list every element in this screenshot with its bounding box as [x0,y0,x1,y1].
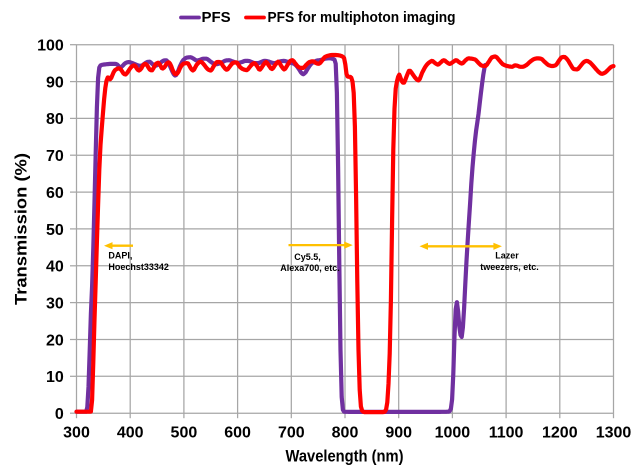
svg-text:1000: 1000 [435,425,471,442]
svg-text:100: 100 [37,38,64,55]
svg-text:40: 40 [46,259,64,276]
svg-text:DAPI,: DAPI, [108,250,132,260]
svg-text:PFS for multiphoton imaging: PFS for multiphoton imaging [268,9,456,26]
svg-text:Hoechst33342: Hoechst33342 [108,262,169,272]
svg-text:70: 70 [46,148,64,165]
svg-text:30: 30 [46,295,64,312]
svg-text:300: 300 [63,425,90,442]
svg-text:500: 500 [171,425,198,442]
svg-text:80: 80 [46,111,64,128]
svg-text:700: 700 [278,425,305,442]
svg-text:20: 20 [46,332,64,349]
svg-text:600: 600 [224,425,251,442]
svg-text:900: 900 [385,425,412,442]
svg-text:Lazer: Lazer [495,251,519,261]
svg-text:90: 90 [46,74,64,91]
svg-text:60: 60 [46,185,64,202]
svg-text:Wavelength (nm): Wavelength (nm) [286,447,404,466]
svg-text:400: 400 [117,425,144,442]
svg-text:1100: 1100 [489,425,524,442]
svg-text:1300: 1300 [596,425,632,442]
svg-text:tweezers, etc.: tweezers, etc. [480,262,539,272]
svg-text:PFS: PFS [202,9,231,26]
svg-text:50: 50 [46,222,64,239]
svg-text:Transmission (%): Transmission (%) [12,153,31,305]
svg-text:800: 800 [332,425,359,442]
svg-text:0: 0 [55,406,64,423]
svg-text:Cy5.5,: Cy5.5, [294,252,321,262]
svg-text:Alexa700, etc.: Alexa700, etc. [280,263,340,273]
svg-text:1200: 1200 [542,425,578,442]
svg-text:10: 10 [46,369,64,386]
